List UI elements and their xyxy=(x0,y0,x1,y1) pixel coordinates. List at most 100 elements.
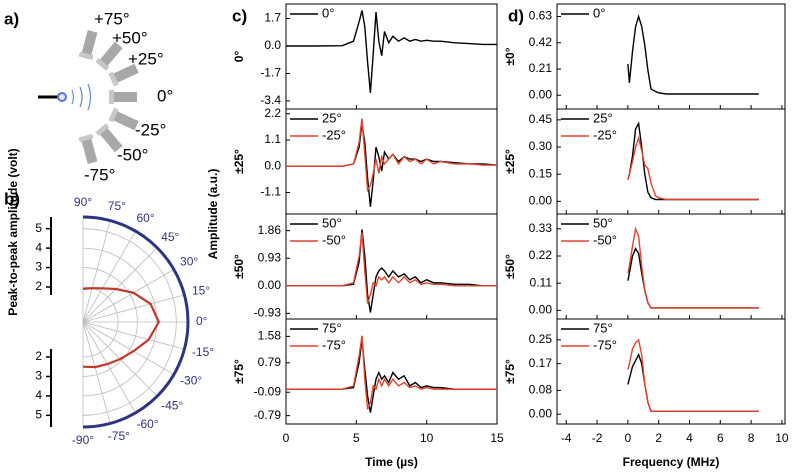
series-line xyxy=(286,335,497,410)
y-tick-label: 0.21 xyxy=(529,61,553,75)
x-tick-label: 6 xyxy=(717,431,724,445)
x-tick-label: 8 xyxy=(748,431,755,445)
y-tick-label: -0.09 xyxy=(254,384,282,398)
panel-label: d) xyxy=(508,6,524,25)
y-tick-label: 0.30 xyxy=(529,139,553,153)
theta-tick-label: 60° xyxy=(137,211,155,225)
legend-label: 75° xyxy=(322,320,342,335)
y-tick-label: 0.45 xyxy=(529,112,553,126)
y-tick-label: 0.00 xyxy=(529,303,553,317)
theta-tick-label: 30° xyxy=(180,255,198,269)
x-tick-label: 5 xyxy=(353,431,360,445)
panel-label: b) xyxy=(4,189,20,208)
y-tick-label: 0.22 xyxy=(529,248,553,262)
legend-label: 50° xyxy=(593,215,613,230)
series-line xyxy=(286,10,497,93)
panel-label: c) xyxy=(232,6,247,25)
theta-tick-label: -90° xyxy=(72,433,94,447)
y-tick-label: 0.63 xyxy=(529,9,553,23)
y-tick-label: 0.00 xyxy=(258,278,282,292)
r-tick-label: 5 xyxy=(35,221,42,235)
y-axis-label: Amplitude (a.u.) xyxy=(206,169,220,260)
panel-y-label: ±75° xyxy=(503,359,517,384)
r-axis-label: Peak-to-peak amplitude (volt) xyxy=(6,148,20,315)
y-tick-label: 0.25 xyxy=(529,332,553,346)
x-axis-label: Frequency (MHz) xyxy=(623,455,720,469)
panel-y-label: ±0° xyxy=(503,47,517,65)
grid-spoke xyxy=(82,269,175,323)
plot-frame xyxy=(285,108,498,215)
y-tick-label: 1.58 xyxy=(258,329,282,343)
y-tick-label: 0.11 xyxy=(530,275,553,289)
legend-label: -25° xyxy=(593,127,617,142)
transducer-diagram: +75° +50° +25° 0° -25° -50° -75° xyxy=(38,9,173,184)
x-tick-label: 0 xyxy=(625,431,632,445)
y-tick-label: 1.1 xyxy=(264,132,281,146)
grid-spoke xyxy=(82,321,175,375)
x-tick-label: -4 xyxy=(561,431,572,445)
plot-frame xyxy=(556,318,786,425)
theta-tick-label: 75° xyxy=(108,199,126,213)
theta-tick-label: 15° xyxy=(192,283,210,297)
panel-y-label: ±50° xyxy=(232,254,246,279)
plot-frame xyxy=(285,3,498,110)
x-tick-label: 10 xyxy=(420,431,434,445)
panel-y-label: ±50° xyxy=(503,254,517,279)
y-tick-label: 0.17 xyxy=(529,356,553,370)
polar-line xyxy=(82,287,161,369)
legend-label: 50° xyxy=(322,215,342,230)
source xyxy=(57,92,67,102)
legend-label: 25° xyxy=(322,110,342,125)
angle-label: 0° xyxy=(157,86,173,105)
plot-frame xyxy=(556,3,786,110)
series-line xyxy=(286,229,497,313)
y-tick-label: -1.1 xyxy=(260,185,281,199)
series-line xyxy=(627,338,759,412)
y-tick-label: -1.7 xyxy=(260,66,281,80)
legend-label: 0° xyxy=(322,5,334,20)
y-tick-label: 0.33 xyxy=(529,221,553,235)
angle-label: +25° xyxy=(128,49,164,68)
theta-tick-label: -60° xyxy=(137,417,159,431)
panel-y-label: 0° xyxy=(232,51,246,63)
y-tick-label: 1.86 xyxy=(258,223,282,237)
y-tick-label: 0.00 xyxy=(529,406,553,420)
plot-frame xyxy=(556,108,786,215)
wave-front xyxy=(71,83,92,111)
legend-label: -50° xyxy=(593,232,617,247)
plot-frame xyxy=(556,213,786,320)
outer-axis xyxy=(82,215,190,429)
panel-y-label: ±25° xyxy=(232,149,246,174)
grid-spoke xyxy=(82,294,185,323)
grid-spoke xyxy=(82,247,158,323)
grid-spoke xyxy=(82,321,185,350)
legend-label: -75° xyxy=(322,337,346,352)
panel-y-label: ±75° xyxy=(232,359,246,384)
y-tick-label: 0.79 xyxy=(258,355,282,369)
theta-tick-label: -15° xyxy=(192,345,214,359)
series-line xyxy=(627,135,759,201)
legend-label: -25° xyxy=(322,127,346,142)
series-line xyxy=(627,226,759,309)
series-line xyxy=(627,14,759,95)
grid-spoke xyxy=(82,230,136,323)
angle-label: -25° xyxy=(135,120,166,139)
y-tick-label: 0.15 xyxy=(529,166,553,180)
x-tick-label: 10 xyxy=(775,431,789,445)
grid-spoke xyxy=(82,220,111,323)
legend-label: -75° xyxy=(593,337,617,352)
y-tick-label: 0.0 xyxy=(264,158,281,172)
series-line xyxy=(286,118,497,193)
legend-label: 0° xyxy=(593,5,605,20)
plot-frame xyxy=(285,318,498,425)
x-tick-label: 2 xyxy=(655,431,662,445)
series-line xyxy=(627,121,759,201)
theta-tick-label: -45° xyxy=(161,398,183,412)
legend-label: -50° xyxy=(322,232,346,247)
x-tick-label: 15 xyxy=(490,431,504,445)
legend-label: 75° xyxy=(593,320,613,335)
r-tick-label: 4 xyxy=(35,240,42,254)
x-tick-label: -2 xyxy=(592,431,603,445)
y-tick-label: -3.4 xyxy=(260,93,281,107)
